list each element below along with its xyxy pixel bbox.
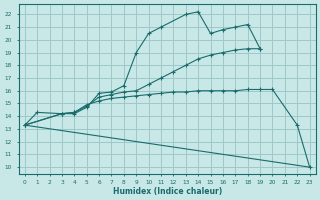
X-axis label: Humidex (Indice chaleur): Humidex (Indice chaleur) [113,187,222,196]
